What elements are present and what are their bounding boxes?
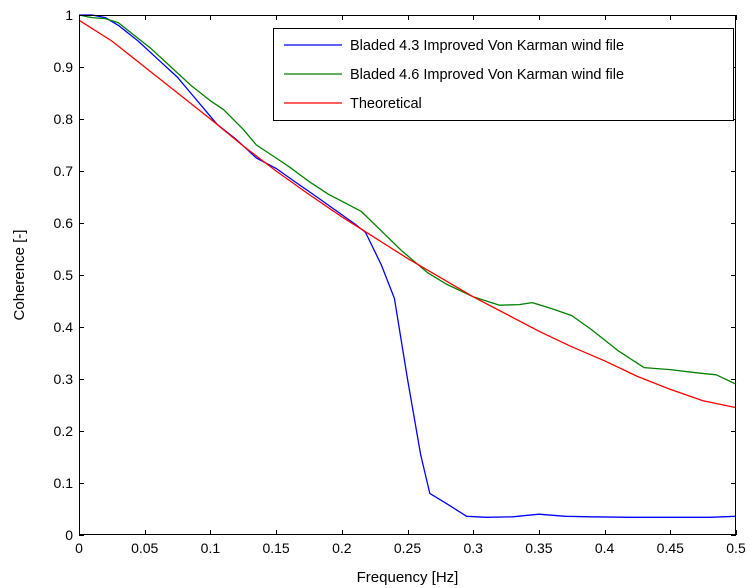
x-axis-ticks: 0 0.05 0.1 0.15 0.2 0.25 0.3 0.35 0.4 0.45 0.5	[75, 15, 746, 556]
legend-box	[273, 28, 734, 121]
plot-frame	[79, 15, 736, 535]
y-tick-label: 0.4	[54, 319, 74, 335]
x-tick-label: 0	[75, 540, 83, 556]
y-tick-label: 0.1	[54, 475, 74, 491]
legend-label-bladed-4-6: Bladed 4.6 Improved Von Karman wind file	[350, 67, 624, 83]
x-tick-label: 0.15	[262, 540, 289, 556]
legend-label-bladed-4-3: Bladed 4.3 Improved Von Karman wind file	[350, 38, 624, 54]
y-tick-label: 0.7	[54, 163, 74, 179]
x-tick-label: 0.4	[595, 540, 615, 556]
x-tick-label: 0.2	[332, 540, 352, 556]
series-line-1	[78, 14, 737, 385]
x-tick-label: 0.05	[131, 540, 158, 556]
x-tick-label: 0.1	[201, 540, 221, 556]
y-tick-label: 0.8	[54, 111, 74, 127]
series-line-2	[78, 19, 737, 409]
x-tick-label: 0.5	[726, 540, 746, 556]
y-tick-label: 0.5	[54, 267, 74, 283]
y-tick-label: 0.9	[54, 59, 74, 75]
y-axis-label: Coherence [-]	[11, 230, 28, 321]
x-tick-label: 0.45	[657, 540, 684, 556]
y-tick-label: 0.6	[54, 215, 74, 231]
y-tick-label: 0.3	[54, 371, 74, 387]
legend-label-theoretical: Theoretical	[350, 96, 422, 112]
x-tick-label: 0.25	[394, 540, 421, 556]
y-tick-label: 0.2	[54, 423, 74, 439]
legend: Bladed 4.3 Improved Von Karman wind file…	[273, 28, 734, 121]
y-tick-label: 0	[65, 527, 73, 543]
x-tick-label: 0.3	[463, 540, 483, 556]
series-lines	[78, 14, 737, 518]
x-tick-label: 0.35	[525, 540, 552, 556]
x-axis-label: Frequency [Hz]	[357, 569, 459, 586]
y-axis-ticks: 0 0.1 0.2 0.3 0.4 0.5 0.6 0.7 0.8 0.9 1	[54, 7, 736, 543]
y-tick-label: 1	[65, 7, 73, 23]
